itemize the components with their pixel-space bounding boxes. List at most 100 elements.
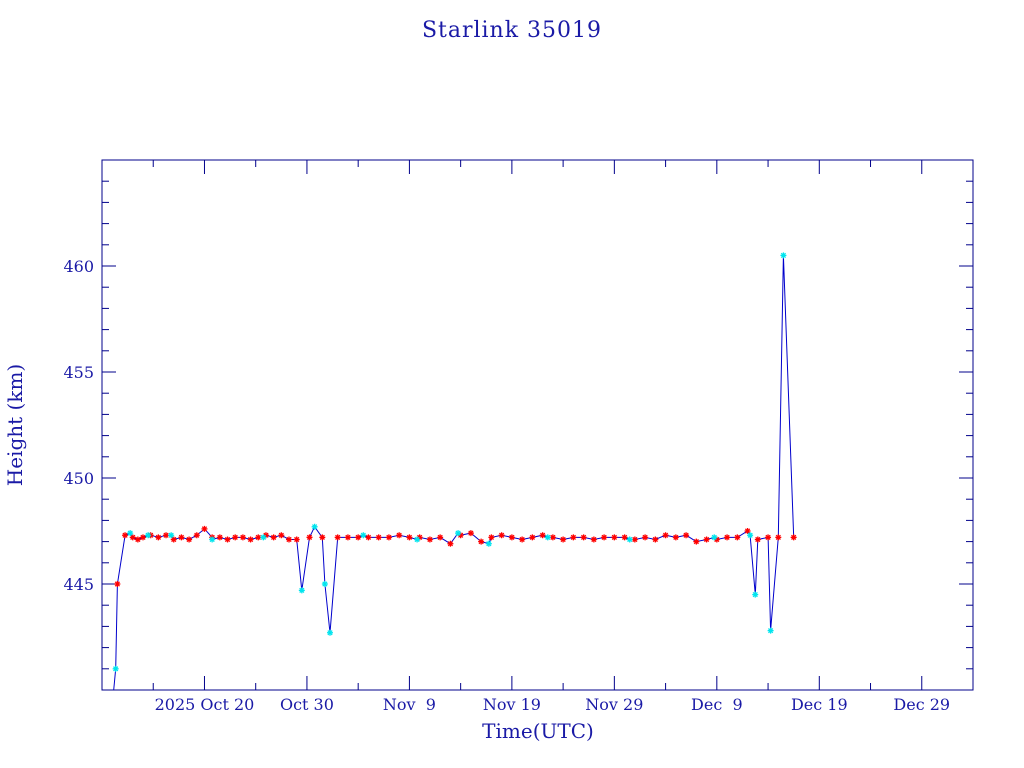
- data-point: [168, 532, 175, 539]
- data-point: [478, 538, 485, 545]
- data-point: [365, 534, 372, 541]
- data-point: [631, 536, 638, 543]
- data-point: [334, 534, 341, 541]
- data-point: [447, 540, 454, 547]
- data-point: [209, 536, 216, 543]
- data-point: [519, 536, 526, 543]
- data-point: [652, 536, 659, 543]
- data-point: [129, 534, 136, 541]
- data-point: [626, 536, 633, 543]
- x-tick-label: Nov 29: [585, 695, 643, 714]
- data-point: [508, 534, 515, 541]
- chart-title: Starlink 35019: [422, 18, 602, 43]
- data-point: [321, 581, 328, 587]
- x-tick-label: 2025 Oct 20: [155, 695, 255, 714]
- data-point: [672, 534, 679, 541]
- data-point: [414, 536, 421, 543]
- data-point: [601, 534, 608, 541]
- data-point: [145, 532, 152, 539]
- data-point: [360, 532, 367, 539]
- data-point: [621, 534, 628, 541]
- y-tick-label: 450: [63, 469, 94, 488]
- data-point: [178, 534, 185, 541]
- data-point: [163, 532, 170, 539]
- data-point: [396, 532, 403, 539]
- data-point: [134, 536, 141, 543]
- data-point: [306, 534, 313, 541]
- data-point: [790, 534, 797, 541]
- data-point: [544, 534, 551, 541]
- data-point: [326, 629, 333, 636]
- data-point: [662, 532, 669, 539]
- data-point: [355, 534, 362, 541]
- data-point: [247, 536, 254, 543]
- data-point: [560, 536, 567, 543]
- ticks: 445 450 455 460 2025 Oct 20 Oct 30 Nov 9 Nov 19…: [63, 160, 973, 714]
- data-point: [437, 534, 444, 541]
- data-point: [498, 532, 505, 539]
- data-point: [155, 534, 162, 541]
- data-point: [293, 536, 300, 543]
- data-point: [139, 534, 146, 541]
- data-point: [549, 534, 556, 541]
- data-point: [406, 534, 413, 541]
- data-point: [703, 536, 710, 543]
- data-point: [344, 534, 351, 541]
- data-point: [752, 591, 759, 598]
- data-point: [278, 532, 285, 539]
- data-point: [683, 532, 690, 539]
- data-point: [570, 534, 577, 541]
- data-point: [539, 532, 546, 539]
- x-tick-label: Oct 30: [280, 695, 334, 714]
- series-lines: [113, 255, 795, 691]
- data-point: [193, 532, 200, 539]
- data-point: [747, 532, 754, 539]
- data-point: [767, 627, 774, 634]
- x-tick-label: Dec 29: [893, 695, 950, 714]
- data-point: [580, 534, 587, 541]
- data-point: [286, 536, 293, 543]
- y-tick-label: 460: [63, 257, 94, 276]
- data-point: [485, 540, 492, 547]
- data-point: [239, 534, 246, 541]
- x-tick-label: Nov 9: [383, 695, 436, 714]
- x-tick-label: Dec 19: [791, 695, 848, 714]
- data-point: [765, 534, 772, 541]
- data-point: [642, 534, 649, 541]
- y-tick-label: 445: [63, 575, 94, 594]
- data-point: [455, 530, 462, 537]
- data-point: [724, 534, 731, 541]
- data-point: [754, 536, 761, 543]
- data-point: [270, 534, 277, 541]
- data-point: [529, 534, 536, 541]
- x-axis-label: Time(UTC): [482, 719, 594, 743]
- data-point: [298, 587, 305, 594]
- data-point: [114, 581, 121, 587]
- data-point: [232, 534, 239, 541]
- y-tick-label: 455: [63, 363, 94, 382]
- data-point: [260, 534, 267, 541]
- data-point: [734, 534, 741, 541]
- data-point: [375, 534, 382, 541]
- data-point: [385, 534, 392, 541]
- data-point: [224, 536, 231, 543]
- height-line: [113, 255, 795, 691]
- data-point: [112, 665, 119, 672]
- data-point: [170, 536, 177, 543]
- data-point: [201, 525, 208, 532]
- data-point: [127, 530, 134, 537]
- plot-frame: [101, 159, 974, 691]
- data-point: [488, 534, 495, 541]
- data-point: [590, 536, 597, 543]
- data-point: [311, 523, 318, 530]
- data-point: [122, 532, 129, 539]
- data-point: [467, 530, 474, 537]
- data-point: [780, 252, 787, 259]
- data-point: [744, 528, 751, 534]
- x-tick-label: Dec 9: [691, 695, 743, 714]
- data-point: [611, 534, 618, 541]
- y-axis-label: Height (km): [3, 364, 27, 486]
- data-point: [216, 534, 223, 541]
- data-point: [426, 536, 433, 543]
